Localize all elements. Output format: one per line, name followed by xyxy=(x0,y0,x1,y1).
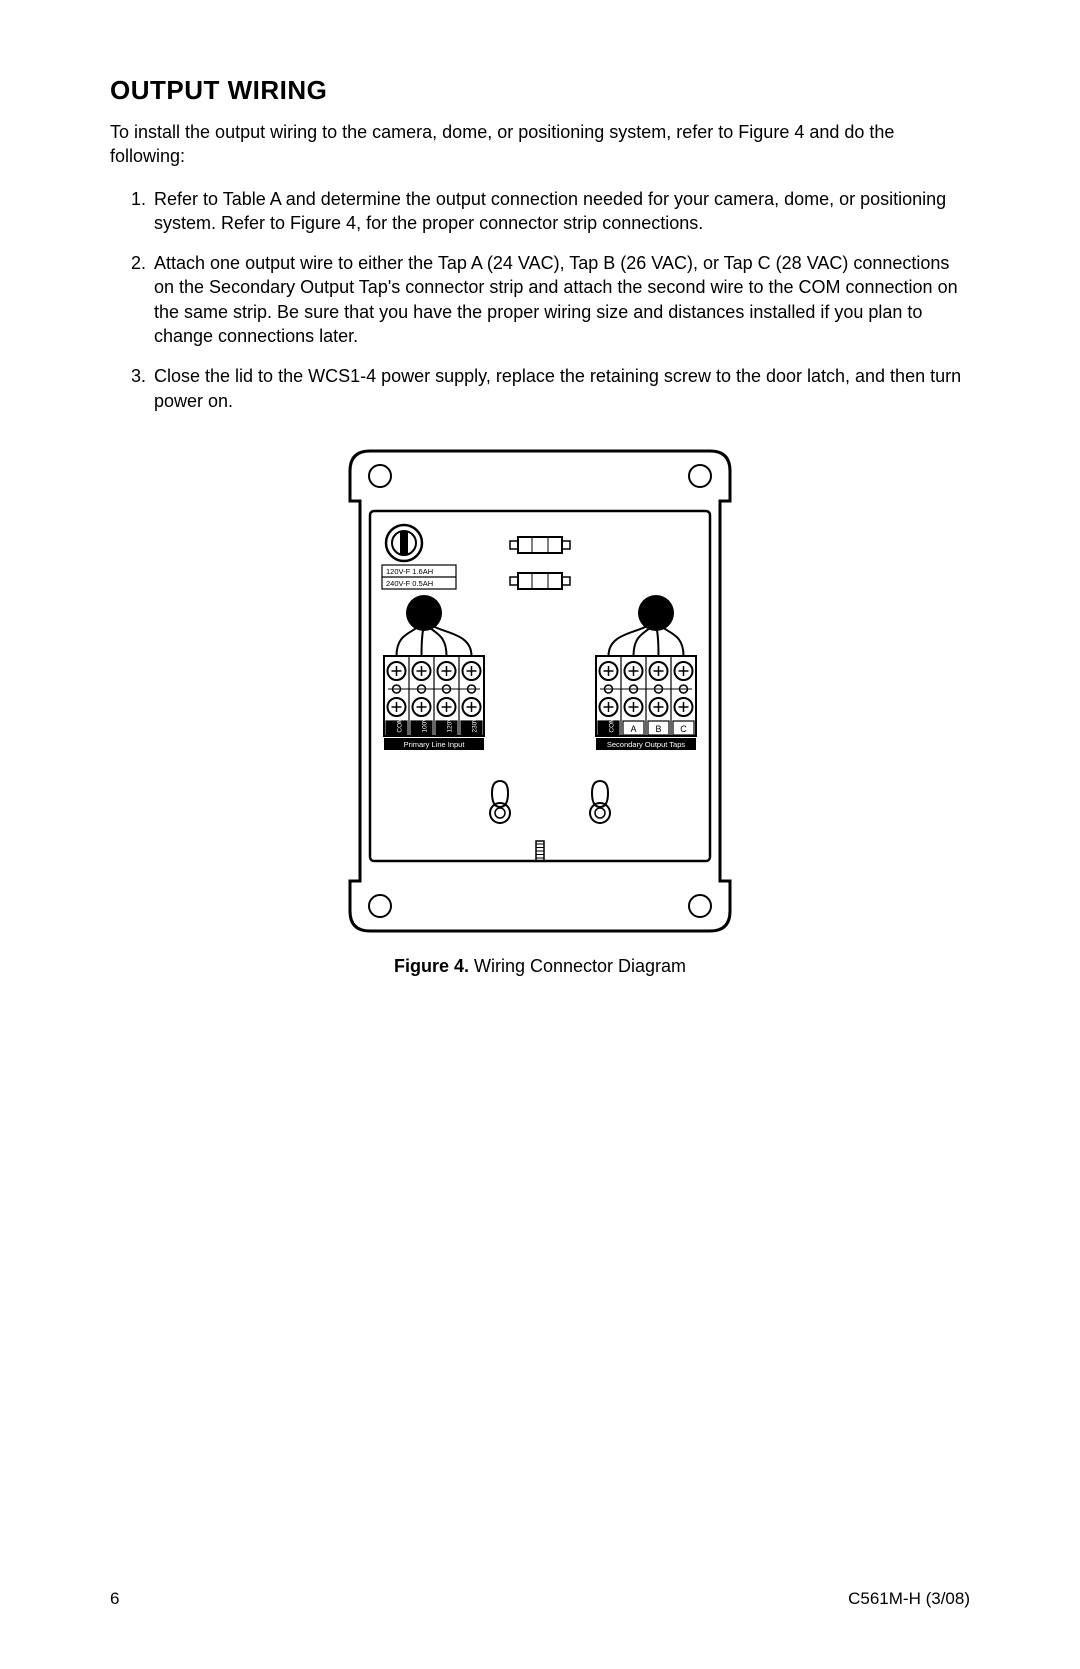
svg-text:A: A xyxy=(630,724,636,734)
intro-paragraph: To install the output wiring to the came… xyxy=(110,120,970,169)
svg-text:230V: 230V xyxy=(472,717,479,733)
doc-id: C561M-H (3/08) xyxy=(848,1589,970,1609)
svg-text:240V-F 0.5AH: 240V-F 0.5AH xyxy=(386,579,433,588)
svg-text:100V: 100V xyxy=(422,717,429,733)
svg-text:C: C xyxy=(680,724,687,734)
svg-text:Primary Line Input: Primary Line Input xyxy=(404,740,466,749)
figure-label-bold: Figure 4. xyxy=(394,956,469,976)
svg-text:120V-F 1.6AH: 120V-F 1.6AH xyxy=(386,567,433,576)
step-item: Attach one output wire to either the Tap… xyxy=(154,251,970,348)
svg-text:120V: 120V xyxy=(447,717,454,733)
step-item: Refer to Table A and determine the outpu… xyxy=(154,187,970,236)
wiring-diagram: 120V-F 1.6AH 240V-F 0.5AH COM 100V 120V 230V P… xyxy=(340,441,740,941)
svg-text:B: B xyxy=(655,724,661,734)
figure-container: 120V-F 1.6AH 240V-F 0.5AH COM 100V 120V 230V P… xyxy=(110,441,970,977)
svg-text:COM: COM xyxy=(397,717,404,732)
section-heading: OUTPUT WIRING xyxy=(110,75,970,106)
svg-text:Secondary Output Taps: Secondary Output Taps xyxy=(607,740,685,749)
step-item: Close the lid to the WCS1-4 power supply… xyxy=(154,364,970,413)
steps-list: Refer to Table A and determine the outpu… xyxy=(110,187,970,413)
page-number: 6 xyxy=(110,1589,119,1609)
figure-label-rest: Wiring Connector Diagram xyxy=(469,956,686,976)
svg-text:COM: COM xyxy=(609,717,616,732)
figure-caption: Figure 4. Wiring Connector Diagram xyxy=(110,956,970,977)
